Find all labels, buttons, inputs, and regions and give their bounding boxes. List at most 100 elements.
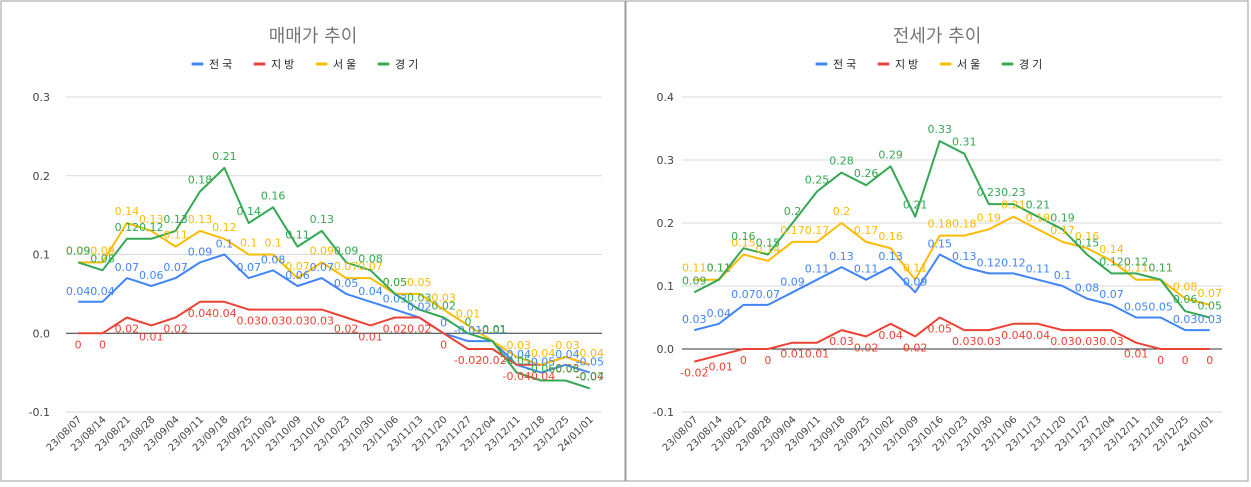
data-label-national: 0.12 — [1001, 256, 1026, 269]
data-label-national: 0.08 — [261, 253, 286, 266]
data-label-regional: -0.03 — [551, 362, 579, 375]
data-label-regional: 0.02 — [383, 323, 408, 336]
data-label-national: 0 — [440, 316, 447, 329]
data-label-seoul: 0.16 — [878, 230, 903, 243]
data-label-national: -0.04 — [551, 348, 579, 361]
data-label-seoul: 0.15 — [731, 237, 756, 250]
data-label-regional: 0 — [764, 354, 771, 367]
data-label-seoul: 0.09 — [90, 244, 115, 257]
data-label-seoul: 0.07 — [358, 260, 383, 273]
data-label-regional: 0.04 — [212, 307, 237, 320]
data-labels-seoul: 0.11 0.110.15 0.140.17 0.170.20.17 0.160.110… — [682, 199, 1222, 300]
data-label-seoul: 0.05 — [383, 276, 408, 289]
data-label-regional: 0.02 — [854, 341, 879, 354]
data-label-national: 0.07 — [756, 288, 781, 301]
series-line-seoul — [78, 222, 591, 366]
data-label-regional: 0.01 — [780, 348, 805, 361]
data-label-gyeonggi: 0.16 — [261, 189, 286, 202]
y-tick-label: 0.0 — [657, 343, 675, 356]
data-label-seoul: -0.01 — [478, 323, 506, 336]
legend-label-national: 전국 — [209, 58, 235, 71]
data-label-national: 0.04 — [707, 307, 732, 320]
data-label-seoul: 0.11 — [903, 262, 928, 275]
data-label-national: 0.05 — [1148, 301, 1173, 314]
data-label-regional: 0.03 — [285, 315, 310, 328]
data-label-seoul: 0.1 — [264, 237, 282, 250]
data-label-seoul: 0.11 — [1148, 262, 1173, 275]
data-label-seoul: -0.03 — [502, 339, 530, 352]
data-label-regional: 0.02 — [115, 323, 140, 336]
data-label-regional: 0.03 — [977, 335, 1002, 348]
data-label-gyeonggi: 0.15 — [1075, 237, 1100, 250]
y-tick-label: 0.3 — [657, 154, 675, 167]
data-label-regional: 0 — [440, 338, 447, 351]
data-label-national: 0.11 — [1026, 263, 1051, 276]
data-label-gyeonggi: -0.06 — [527, 363, 555, 376]
data-label-seoul: -0.04 — [527, 347, 555, 360]
series-line-national — [694, 253, 1210, 332]
data-label-national: -0.04 — [502, 348, 530, 361]
data-label-gyeonggi: 0.09 — [334, 244, 359, 257]
data-label-seoul: 0.08 — [1173, 281, 1198, 294]
data-label-national: 0.09 — [188, 245, 213, 258]
data-label-regional: -0.04 — [527, 370, 555, 383]
data-label-national: 0.12 — [977, 256, 1002, 269]
data-label-seoul: 0.13 — [188, 213, 213, 226]
data-label-national: 0.08 — [1075, 282, 1100, 295]
legend-label-gyeonggi: 경기 — [1019, 58, 1045, 71]
data-label-regional: 0.03 — [310, 315, 335, 328]
data-label-regional: 0.01 — [1124, 348, 1149, 361]
data-label-national: 0.03 — [682, 313, 707, 326]
data-label-regional: 0.03 — [236, 315, 261, 328]
data-label-regional: 0.03 — [829, 335, 854, 348]
data-label-gyeonggi: 0.15 — [756, 237, 781, 250]
series-line-national — [78, 253, 591, 374]
data-label-regional: 0.02 — [334, 323, 359, 336]
data-label-seoul: 0.11 — [682, 262, 707, 275]
data-label-national: 0.09 — [903, 275, 928, 288]
data-label-gyeonggi: -0.05 — [502, 355, 530, 368]
data-label-gyeonggi: 0.05 — [1197, 300, 1222, 313]
data-label-regional: 0.01 — [139, 330, 164, 343]
data-label-gyeonggi: 0.03 — [407, 292, 432, 305]
data-label-national: 0.13 — [952, 250, 977, 263]
legend-label-gyeonggi: 경기 — [395, 58, 421, 71]
y-tick-label: 0.3 — [33, 91, 51, 104]
data-label-gyeonggi: 0.13 — [310, 213, 335, 226]
series-line-gyeonggi — [693, 140, 1210, 319]
data-label-regional: 0.03 — [1050, 335, 1075, 348]
data-label-national: 0.03 — [1197, 313, 1222, 326]
data-label-regional: 0 — [1206, 354, 1213, 367]
legend-label-regional: 지방 — [271, 58, 297, 71]
data-label-gyeonggi: 0.23 — [1001, 186, 1026, 199]
data-label-gyeonggi: 0.23 — [977, 186, 1002, 199]
data-label-seoul: 0.17 — [805, 224, 830, 237]
data-labels-seoul: 0.09 0.090.140.130.110.130.120.1 0.10.070.… — [66, 205, 604, 360]
data-label-seoul: 0.12 — [212, 221, 237, 234]
data-label-regional: 0.03 — [261, 315, 286, 328]
data-label-seoul: 0.17 — [854, 224, 879, 237]
legend-label-seoul: 서울 — [957, 58, 983, 71]
data-label-regional: 0.04 — [1001, 329, 1026, 342]
data-label-gyeonggi: -0.07 — [576, 370, 604, 383]
data-label-regional: -0.02 — [680, 367, 708, 380]
data-label-national: 0.06 — [285, 269, 310, 282]
legend-label-national: 전국 — [833, 58, 859, 71]
data-label-regional: 0.03 — [952, 335, 977, 348]
data-labels-gyeonggi: 0.090.080.12 0.120.130.180.210.140.160.11… — [66, 150, 604, 384]
data-label-gyeonggi: 0.02 — [431, 300, 456, 313]
data-label-regional: 0 — [1182, 354, 1189, 367]
data-label-seoul: 0.11 — [707, 262, 732, 275]
data-label-gyeonggi: 0.26 — [854, 167, 879, 180]
data-label-regional: -0.04 — [576, 370, 604, 383]
legend-label-seoul: 서울 — [333, 58, 359, 71]
data-labels-national: 0.04 0.040.070.060.070.090.10.070.080.060… — [66, 238, 604, 369]
data-label-regional: 0 — [99, 338, 106, 351]
data-label-seoul: 0.19 — [1026, 211, 1051, 224]
data-label-seoul: 0.11 — [1124, 262, 1149, 275]
data-label-seoul: 0.18 — [927, 218, 952, 231]
data-label-national: -0.05 — [576, 356, 604, 369]
data-label-national: 0.07 — [731, 288, 756, 301]
data-label-gyeonggi: 0.11 — [707, 262, 732, 275]
